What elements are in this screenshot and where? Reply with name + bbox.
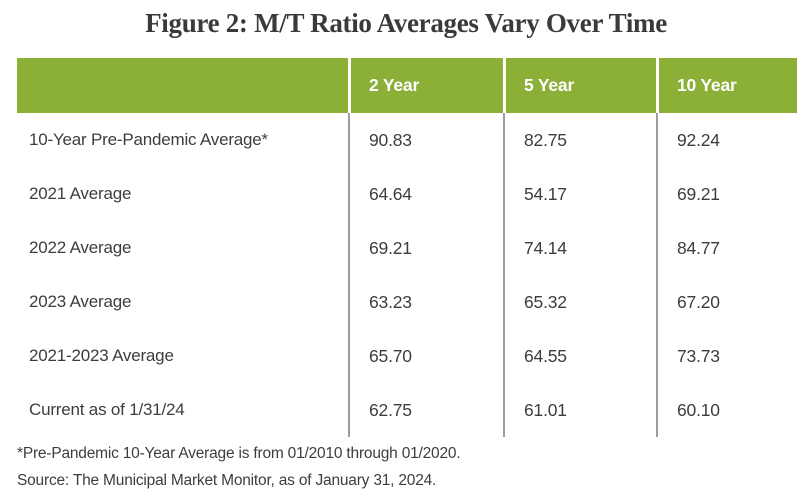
row-label: Current as of 1/31/24 [29,400,185,419]
value-cell: 65.32 [503,275,656,329]
table-row: 2022 Average 69.21 74.14 84.77 [17,221,797,275]
value-cell: 69.21 [348,221,503,275]
table-row: 2023 Average 63.23 65.32 67.20 [17,275,797,329]
value-cell: 69.21 [656,167,797,221]
table-row: 10-Year Pre-Pandemic Average* 90.83 82.7… [17,113,797,167]
figure-title: Figure 2: M/T Ratio Averages Vary Over T… [145,8,667,38]
value-cell: 65.70 [348,329,503,383]
value-cell: 90.83 [348,113,503,167]
value-cell: 84.77 [656,221,797,275]
row-label: 2021 Average [29,184,132,203]
value-cell: 54.17 [503,167,656,221]
value-cell: 60.10 [656,383,797,437]
value-cell: 62.75 [348,383,503,437]
value-cell: 73.73 [656,329,797,383]
table-row: 2021-2023 Average 65.70 64.55 73.73 [17,329,797,383]
value-cell: 67.20 [656,275,797,329]
row-label: 10-Year Pre-Pandemic Average* [29,130,268,149]
header-cell-2-year: 2 Year [348,58,503,113]
footnote-source: Source: The Municipal Market Monitor, as… [17,471,437,489]
row-label: 2021-2023 Average [29,346,174,365]
header-cell-10-year: 10 Year [656,58,797,113]
header-corner-cell [17,58,348,113]
table-row: Current as of 1/31/24 62.75 61.01 60.10 [17,383,797,437]
header-cell-5-year: 5 Year [503,58,656,113]
mt-ratio-table: 2 Year 5 Year 10 Year 10-Year Pre-Pandem… [17,58,797,437]
value-cell: 64.64 [348,167,503,221]
value-cell: 82.75 [503,113,656,167]
footnote-pre-pandemic: *Pre-Pandemic 10-Year Average is from 01… [17,445,461,462]
value-cell: 63.23 [348,275,503,329]
value-cell: 92.24 [656,113,797,167]
row-label: 2023 Average [29,292,132,311]
value-cell: 61.01 [503,383,656,437]
table-header-row: 2 Year 5 Year 10 Year [17,58,797,113]
value-cell: 64.55 [503,329,656,383]
footnotes: *Pre-Pandemic 10-Year Average is from 01… [17,441,461,494]
table-row: 2021 Average 64.64 54.17 69.21 [17,167,797,221]
value-cell: 74.14 [503,221,656,275]
row-label: 2022 Average [29,238,132,257]
